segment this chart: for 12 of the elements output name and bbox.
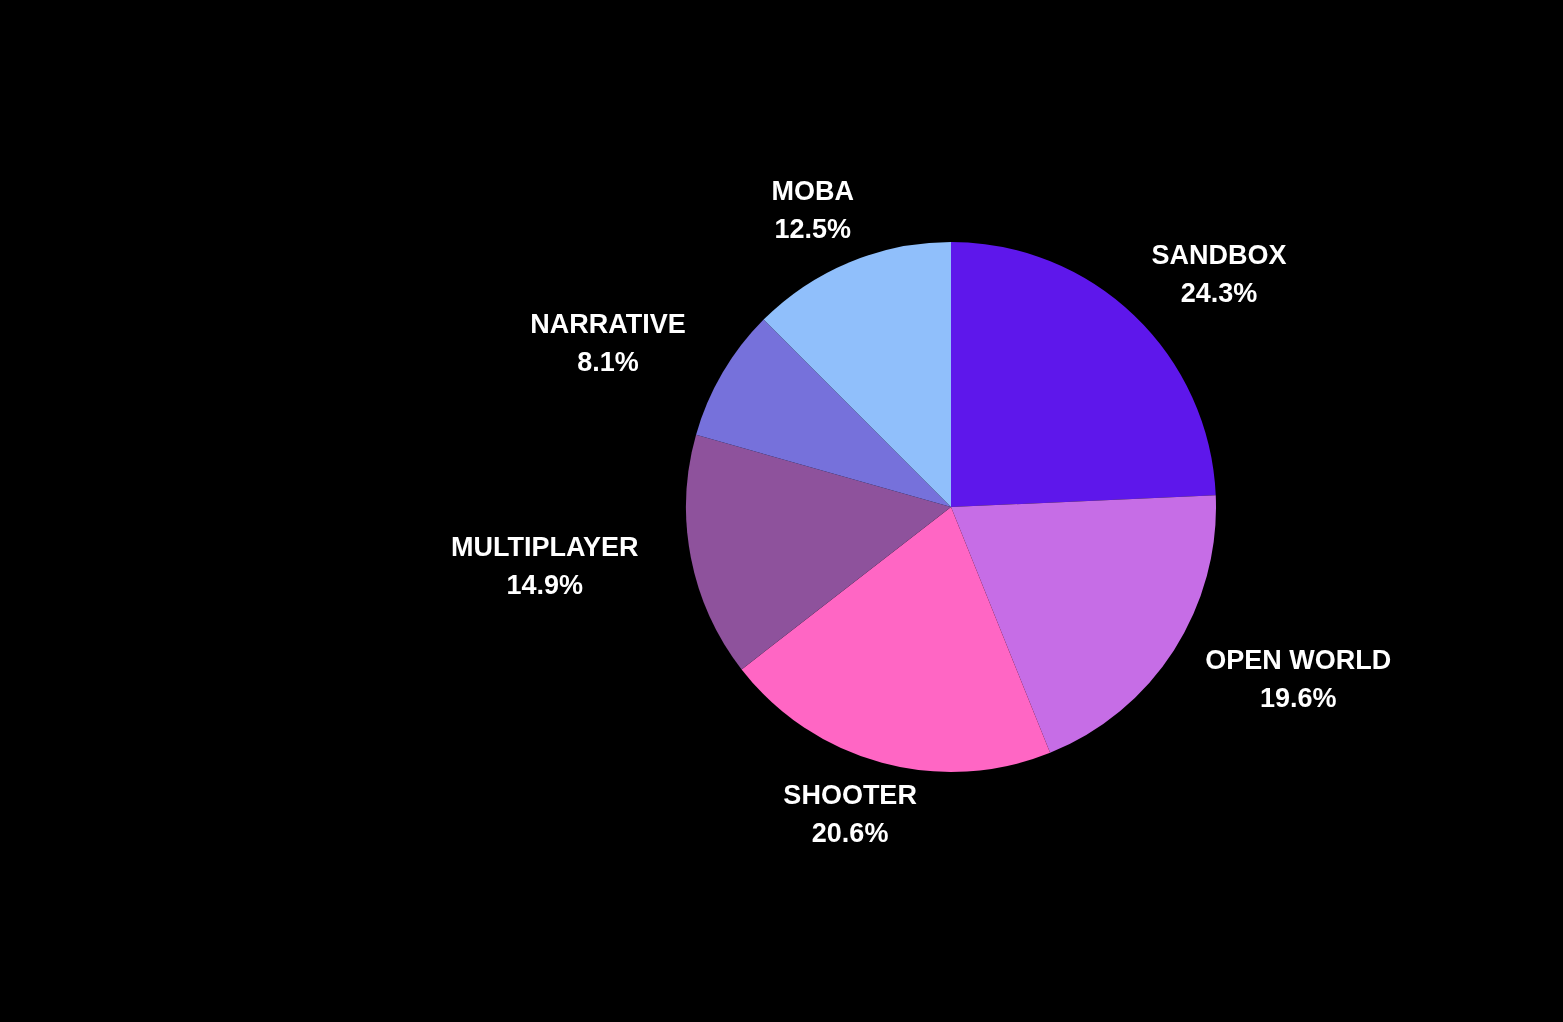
slice-label: MOBA bbox=[771, 175, 855, 206]
slice-label: NARRATIVE bbox=[530, 309, 686, 340]
data-label: 19.6% bbox=[1260, 682, 1337, 713]
data-label: 20.6% bbox=[811, 818, 889, 849]
data-label: 12.5% bbox=[774, 213, 852, 244]
data-label: 14.9% bbox=[506, 570, 584, 601]
slice-label: MULTIPLAYER bbox=[451, 532, 639, 563]
slice-label: OPEN WORLD bbox=[1205, 644, 1392, 675]
data-label: 8.1% bbox=[577, 347, 639, 378]
slice-label: SANDBOX bbox=[1151, 240, 1287, 271]
slice-label: SHOOTER bbox=[783, 780, 917, 811]
data-label: 24.3% bbox=[1180, 278, 1258, 309]
